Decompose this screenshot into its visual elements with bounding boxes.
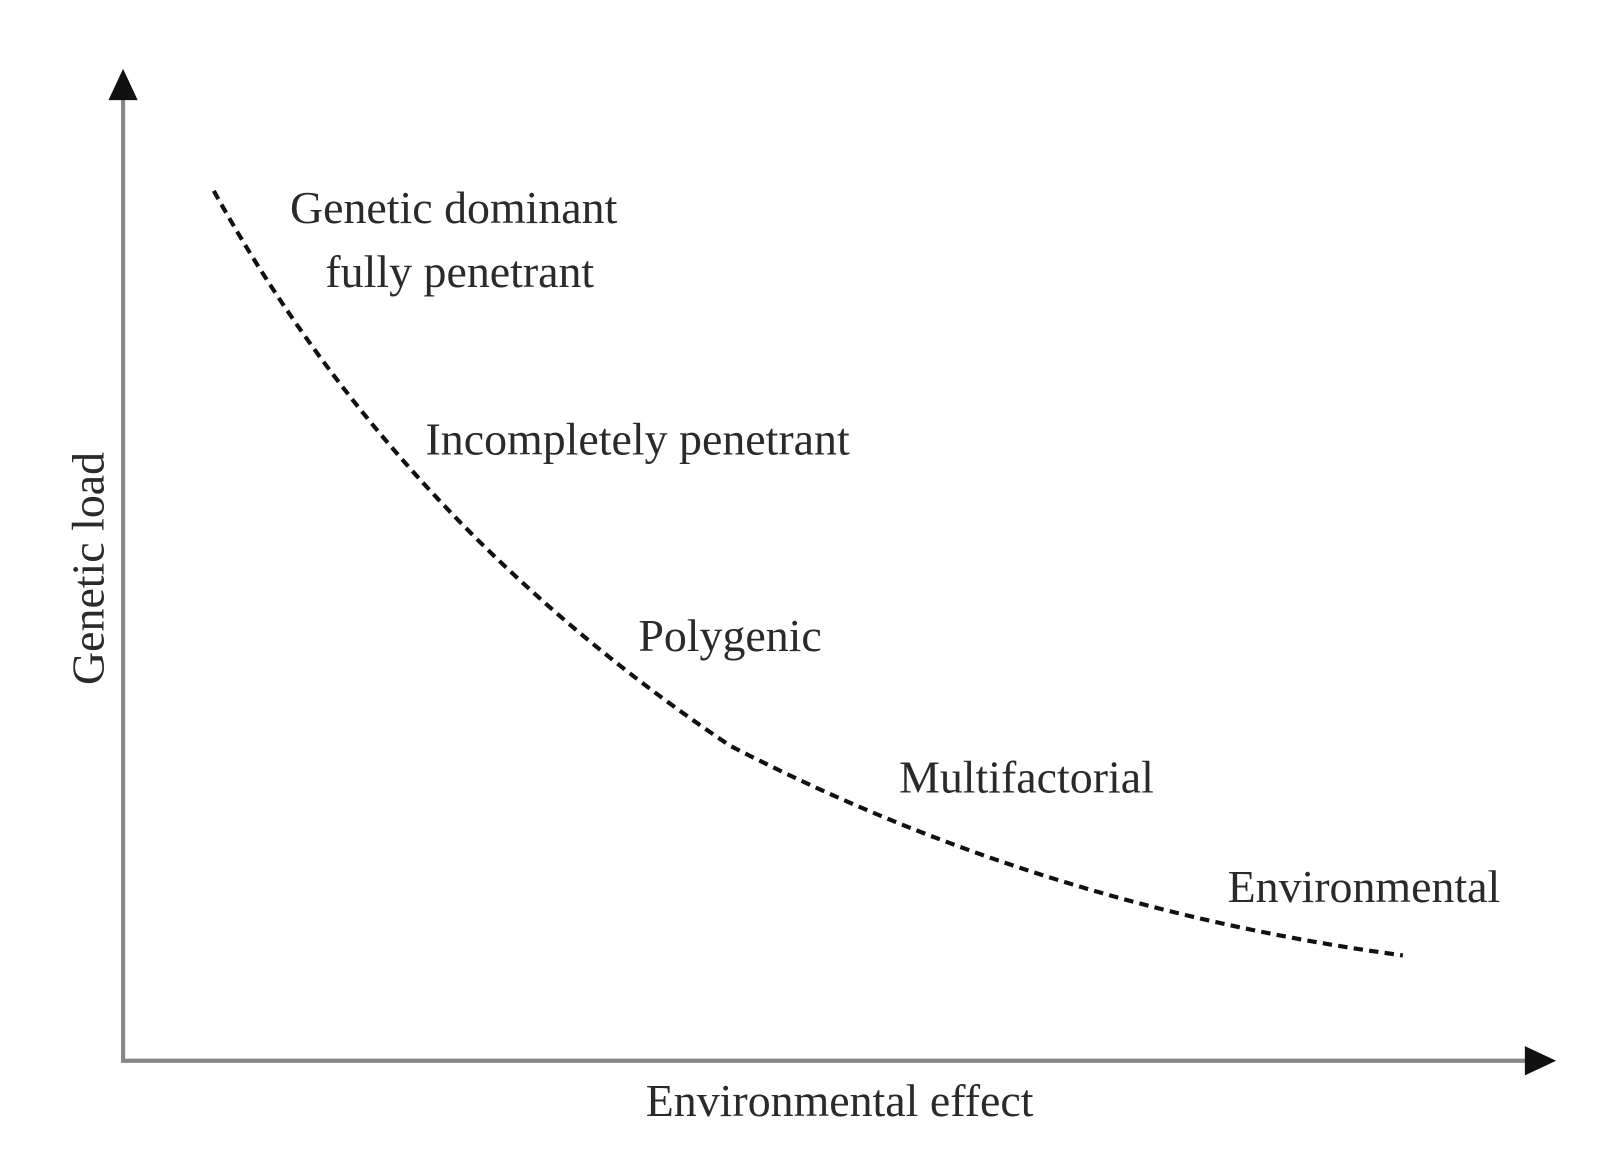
diagram-body: Genetic dominant fully penetrant Incompl… xyxy=(62,68,1557,1126)
region-label: Environmental xyxy=(1228,861,1501,912)
y-axis-label: Genetic load xyxy=(62,452,113,685)
x-axis-arrow xyxy=(1524,1046,1557,1076)
y-axis-arrow xyxy=(108,68,138,101)
region-label: Incompletely penetrant xyxy=(426,414,850,465)
region-label: Polygenic xyxy=(638,610,821,661)
curve xyxy=(211,189,1404,958)
region-label: Genetic dominant xyxy=(290,182,618,233)
region-label: Multifactorial xyxy=(899,752,1154,803)
x-axis-label: Environmental effect xyxy=(646,1075,1034,1126)
region-label: fully penetrant xyxy=(325,246,594,297)
